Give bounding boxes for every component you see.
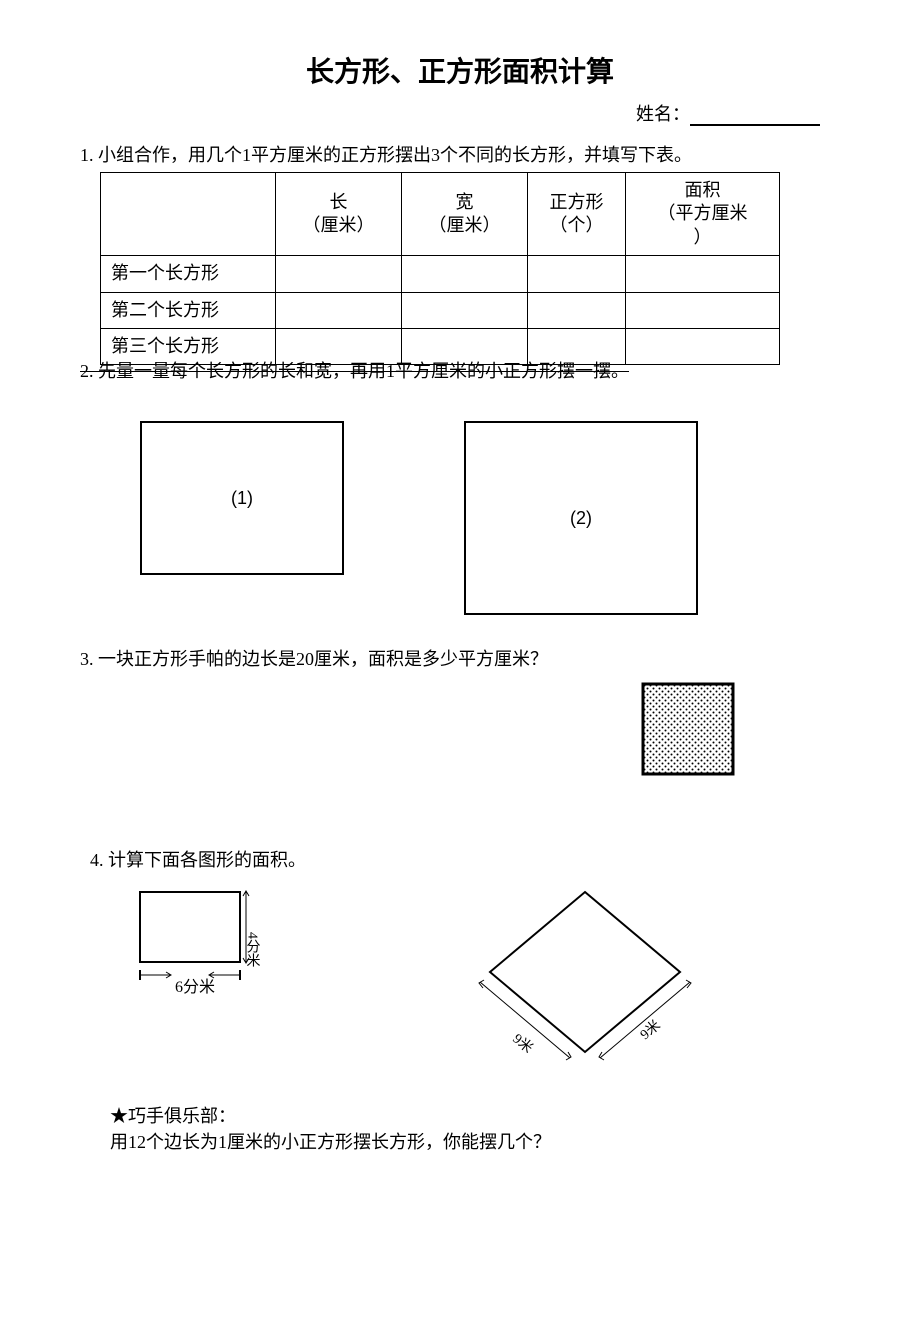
q3-figure bbox=[640, 681, 840, 786]
cell[interactable] bbox=[528, 292, 626, 328]
diamond-side2-label: 9米 bbox=[637, 1018, 663, 1044]
name-label: 姓名： bbox=[636, 104, 690, 124]
cell[interactable] bbox=[276, 292, 402, 328]
bonus-title: ★巧手俱乐部： bbox=[110, 1102, 840, 1128]
row-label-1: 第一个长方形 bbox=[101, 256, 276, 292]
q2-box-1: (1) bbox=[140, 421, 344, 575]
question-1-text: 1. 小组合作，用几个1平方厘米的正方形摆出3个不同的长方形，并填写下表。 bbox=[80, 141, 840, 167]
q4-rectangle: 4分米 6分米 bbox=[120, 882, 290, 1022]
cell[interactable] bbox=[402, 256, 528, 292]
q4-diamond: 9米 9米 bbox=[470, 882, 700, 1072]
table-row: 第二个长方形 bbox=[101, 292, 780, 328]
table-header-row: 长 （厘米） 宽 （厘米） 正方形 （个） 面积 （平方厘米 ） bbox=[101, 173, 780, 256]
cell[interactable] bbox=[626, 256, 780, 292]
table-row: 第一个长方形 bbox=[101, 256, 780, 292]
name-row: 姓名： bbox=[80, 100, 840, 126]
dotted-square-icon bbox=[640, 681, 740, 781]
cell[interactable] bbox=[402, 292, 528, 328]
cell[interactable] bbox=[528, 256, 626, 292]
rect-width-label: 6分米 bbox=[175, 978, 215, 996]
th-length: 长 （厘米） bbox=[276, 173, 402, 256]
th-blank bbox=[101, 173, 276, 256]
box2-label: (2) bbox=[570, 508, 592, 529]
th-width: 宽 （厘米） bbox=[402, 173, 528, 256]
bonus-text: 用12个边长为1厘米的小正方形摆长方形，你能摆几个？ bbox=[110, 1128, 840, 1154]
page-title: 长方形、正方形面积计算 bbox=[80, 50, 840, 90]
box1-label: (1) bbox=[231, 488, 253, 509]
q2-box-2: (2) bbox=[464, 421, 698, 615]
question-4-text: 4. 计算下面各图形的面积。 bbox=[90, 846, 840, 872]
cell[interactable] bbox=[626, 292, 780, 328]
question-2-text: 2. 先量一量每个长方形的长和宽，再用1平方厘米的小正方形摆一摆。 bbox=[80, 357, 840, 383]
question-3-text: 3. 一块正方形手帕的边长是20厘米，面积是多少平方厘米？ bbox=[80, 645, 840, 671]
th-count: 正方形 （个） bbox=[528, 173, 626, 256]
bonus-section: ★巧手俱乐部： 用12个边长为1厘米的小正方形摆长方形，你能摆几个？ bbox=[110, 1102, 840, 1154]
q1-table: 长 （厘米） 宽 （厘米） 正方形 （个） 面积 （平方厘米 ） 第一个长方形 … bbox=[100, 172, 780, 365]
q4-figures: 4分米 6分米 9米 9米 bbox=[120, 882, 840, 1072]
diamond-side1-label: 9米 bbox=[509, 1031, 535, 1057]
th-area: 面积 （平方厘米 ） bbox=[626, 173, 780, 256]
q2-boxes: (1) (2) bbox=[140, 421, 840, 615]
name-input-line[interactable] bbox=[690, 124, 820, 126]
row-label-2: 第二个长方形 bbox=[101, 292, 276, 328]
cell[interactable] bbox=[276, 256, 402, 292]
